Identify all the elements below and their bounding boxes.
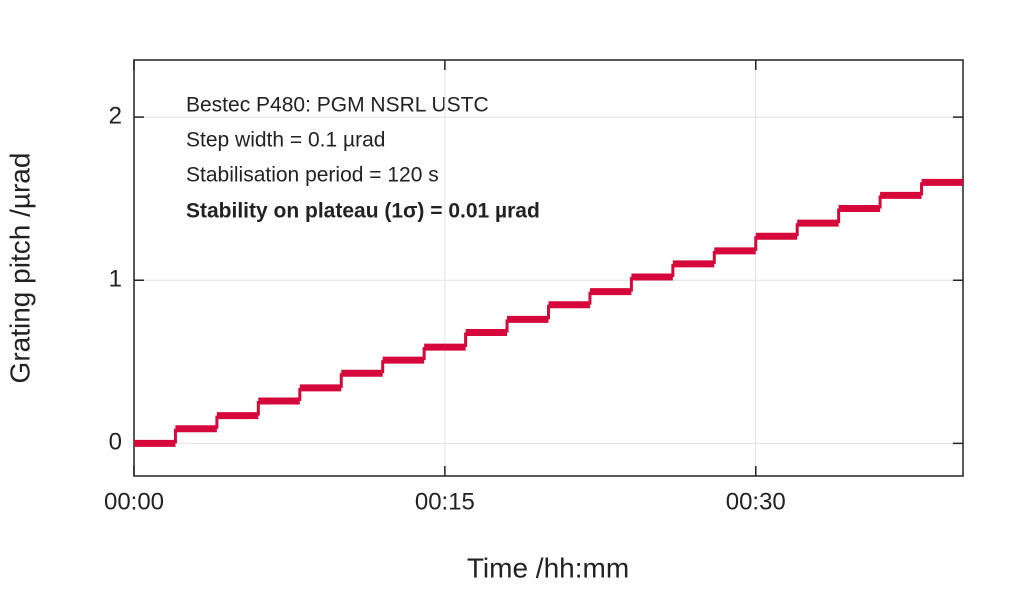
x-axis-label: Time /hh:mm [467,552,629,583]
annotation: Bestec P480: PGM NSRL USTC [186,94,489,117]
x-tick-label: 00:15 [415,488,475,515]
annotation: Stability on plateau (1σ) = 0.01 µrad [186,200,540,223]
y-axis-label: Grating pitch /µrad [4,153,35,384]
y-tick-label: 0 [109,429,122,456]
annotation: Step width = 0.1 µrad [186,129,385,152]
x-tick-label: 00:00 [104,488,164,515]
x-tick-label: 00:30 [726,488,786,515]
plot-frame [133,59,964,477]
y-tick-label: 1 [109,266,122,293]
y-tick-label: 2 [109,102,122,129]
annotation: Stabilisation period = 120 s [186,164,439,187]
